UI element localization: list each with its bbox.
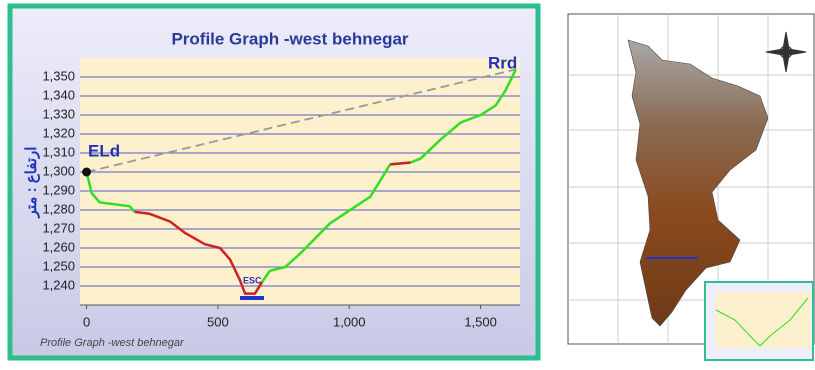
plot-area xyxy=(80,58,520,305)
page: {"chart_data": {"type": "line", "title":… xyxy=(0,0,815,365)
y-tick-label: 1,310 xyxy=(42,144,75,159)
y-tick-label: 1,300 xyxy=(42,163,75,178)
figure: Profile Graph -west behnegar ارتفاع : مت… xyxy=(0,0,815,365)
x-tick-label: 0 xyxy=(83,314,90,329)
x-tick-label: 1,000 xyxy=(333,314,366,329)
start-point xyxy=(82,168,91,177)
annotation: ESC xyxy=(243,275,262,285)
y-axis-label: ارتفاع : متر xyxy=(23,147,40,219)
chart-title: Profile Graph -west behnegar xyxy=(171,29,408,48)
inset-plot xyxy=(716,292,810,348)
profile-chart: Profile Graph -west behnegar ارتفاع : مت… xyxy=(10,6,538,358)
y-tick-label: 1,290 xyxy=(42,182,75,197)
y-tick-label: 1,240 xyxy=(42,277,75,292)
y-tick-label: 1,270 xyxy=(42,220,75,235)
y-tick-label: 1,340 xyxy=(42,87,75,102)
y-tick-label: 1,320 xyxy=(42,125,75,140)
y-tick-label: 1,250 xyxy=(42,258,75,273)
map xyxy=(568,14,814,360)
y-tick-label: 1,260 xyxy=(42,239,75,254)
footnote: Profile Graph -west behnegar xyxy=(40,337,185,349)
x-tick-label: 500 xyxy=(207,314,229,329)
y-tick-label: 1,330 xyxy=(42,106,75,121)
annotation: ELd xyxy=(88,141,120,160)
y-tick-label: 1,280 xyxy=(42,201,75,216)
y-tick-label: 1,350 xyxy=(42,68,75,83)
x-tick-label: 1,500 xyxy=(464,314,497,329)
